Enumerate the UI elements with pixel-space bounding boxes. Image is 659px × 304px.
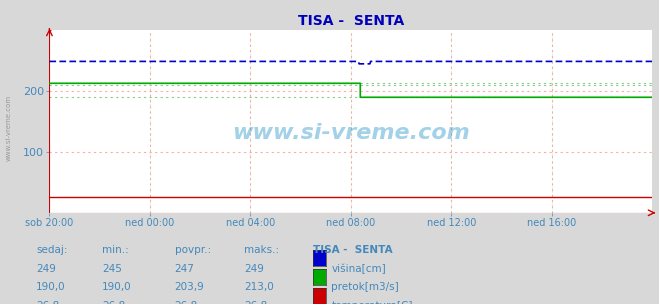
Text: TISA -  SENTA: TISA - SENTA [313,245,393,255]
Text: 26,8: 26,8 [102,301,125,304]
Text: 245: 245 [102,264,122,274]
Text: 190,0: 190,0 [102,282,132,292]
Text: sedaj:: sedaj: [36,245,68,255]
Text: 190,0: 190,0 [36,282,66,292]
Text: www.si-vreme.com: www.si-vreme.com [232,123,470,143]
Text: povpr.:: povpr.: [175,245,211,255]
Text: pretok[m3/s]: pretok[m3/s] [331,282,399,292]
Text: 26,8: 26,8 [175,301,198,304]
Text: www.si-vreme.com: www.si-vreme.com [5,95,11,161]
Text: višina[cm]: višina[cm] [331,264,386,274]
Text: 213,0: 213,0 [244,282,273,292]
Text: 249: 249 [36,264,56,274]
Text: min.:: min.: [102,245,129,255]
Text: 26,8: 26,8 [244,301,267,304]
Text: maks.:: maks.: [244,245,279,255]
Text: temperatura[C]: temperatura[C] [331,301,413,304]
Text: 26,8: 26,8 [36,301,59,304]
Text: 249: 249 [244,264,264,274]
Text: 247: 247 [175,264,194,274]
Text: 203,9: 203,9 [175,282,204,292]
Title: TISA -  SENTA: TISA - SENTA [298,14,404,28]
